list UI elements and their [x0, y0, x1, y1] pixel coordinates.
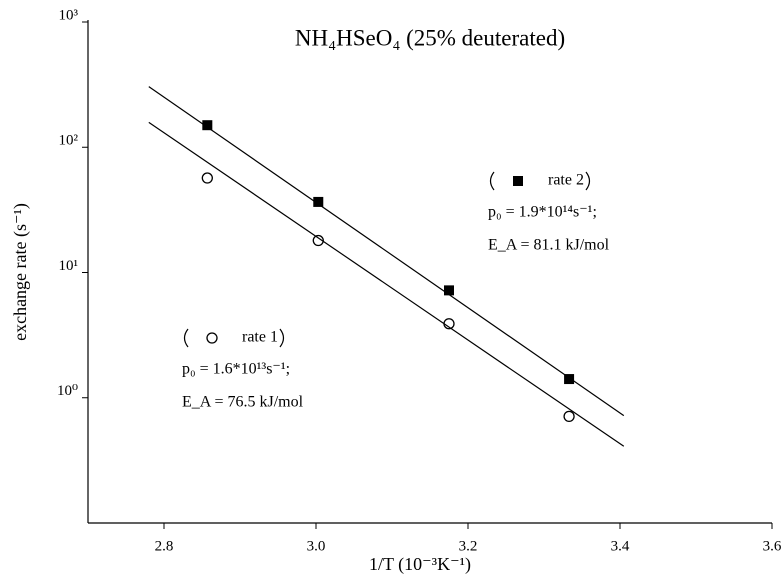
chart-title: NH₄HSeO₄ (25% deuterated) — [295, 25, 565, 50]
annotation: E_A = 76.5 kJ/mol — [182, 394, 304, 411]
data-point — [563, 410, 575, 423]
x-tick-label: 3.0 — [307, 538, 326, 554]
legend-label: rate 2 — [548, 172, 584, 189]
paren — [279, 328, 285, 348]
data-point — [443, 318, 455, 330]
fit-line — [148, 121, 625, 447]
data-point — [201, 172, 213, 184]
fit-line — [148, 86, 625, 417]
data-point — [444, 285, 454, 296]
x-tick-label: 2.8 — [155, 538, 174, 554]
legend-label: rate 1 — [242, 329, 278, 346]
x-tick-label: 3.2 — [459, 538, 478, 554]
y-tick-label: 10¹ — [59, 258, 79, 274]
x-tick-label: 3.6 — [763, 538, 781, 554]
legend-marker — [513, 176, 523, 186]
annotation: E_A = 81.1 kJ/mol — [488, 237, 610, 254]
x-tick-label: 3.4 — [611, 538, 630, 554]
y-tick-label: 10⁰ — [57, 383, 78, 399]
paren — [183, 328, 189, 348]
data-point — [312, 234, 324, 247]
data-point — [202, 120, 213, 131]
data-point — [564, 374, 575, 385]
annotation: p₀ = 1.9*10¹⁴s⁻¹; — [488, 204, 597, 221]
x-axis-label: 1/T (10⁻³K⁻¹) — [369, 554, 471, 575]
annotation: p₀ = 1.6*10¹³s⁻¹; — [182, 361, 290, 378]
y-tick-label: 10² — [59, 133, 79, 149]
y-tick-label: 10³ — [59, 7, 79, 23]
data-point — [313, 196, 324, 207]
y-axis-label: exchange rate (s⁻¹) — [10, 203, 31, 341]
paren — [585, 171, 591, 191]
legend-marker — [206, 332, 218, 344]
paren — [489, 171, 495, 191]
